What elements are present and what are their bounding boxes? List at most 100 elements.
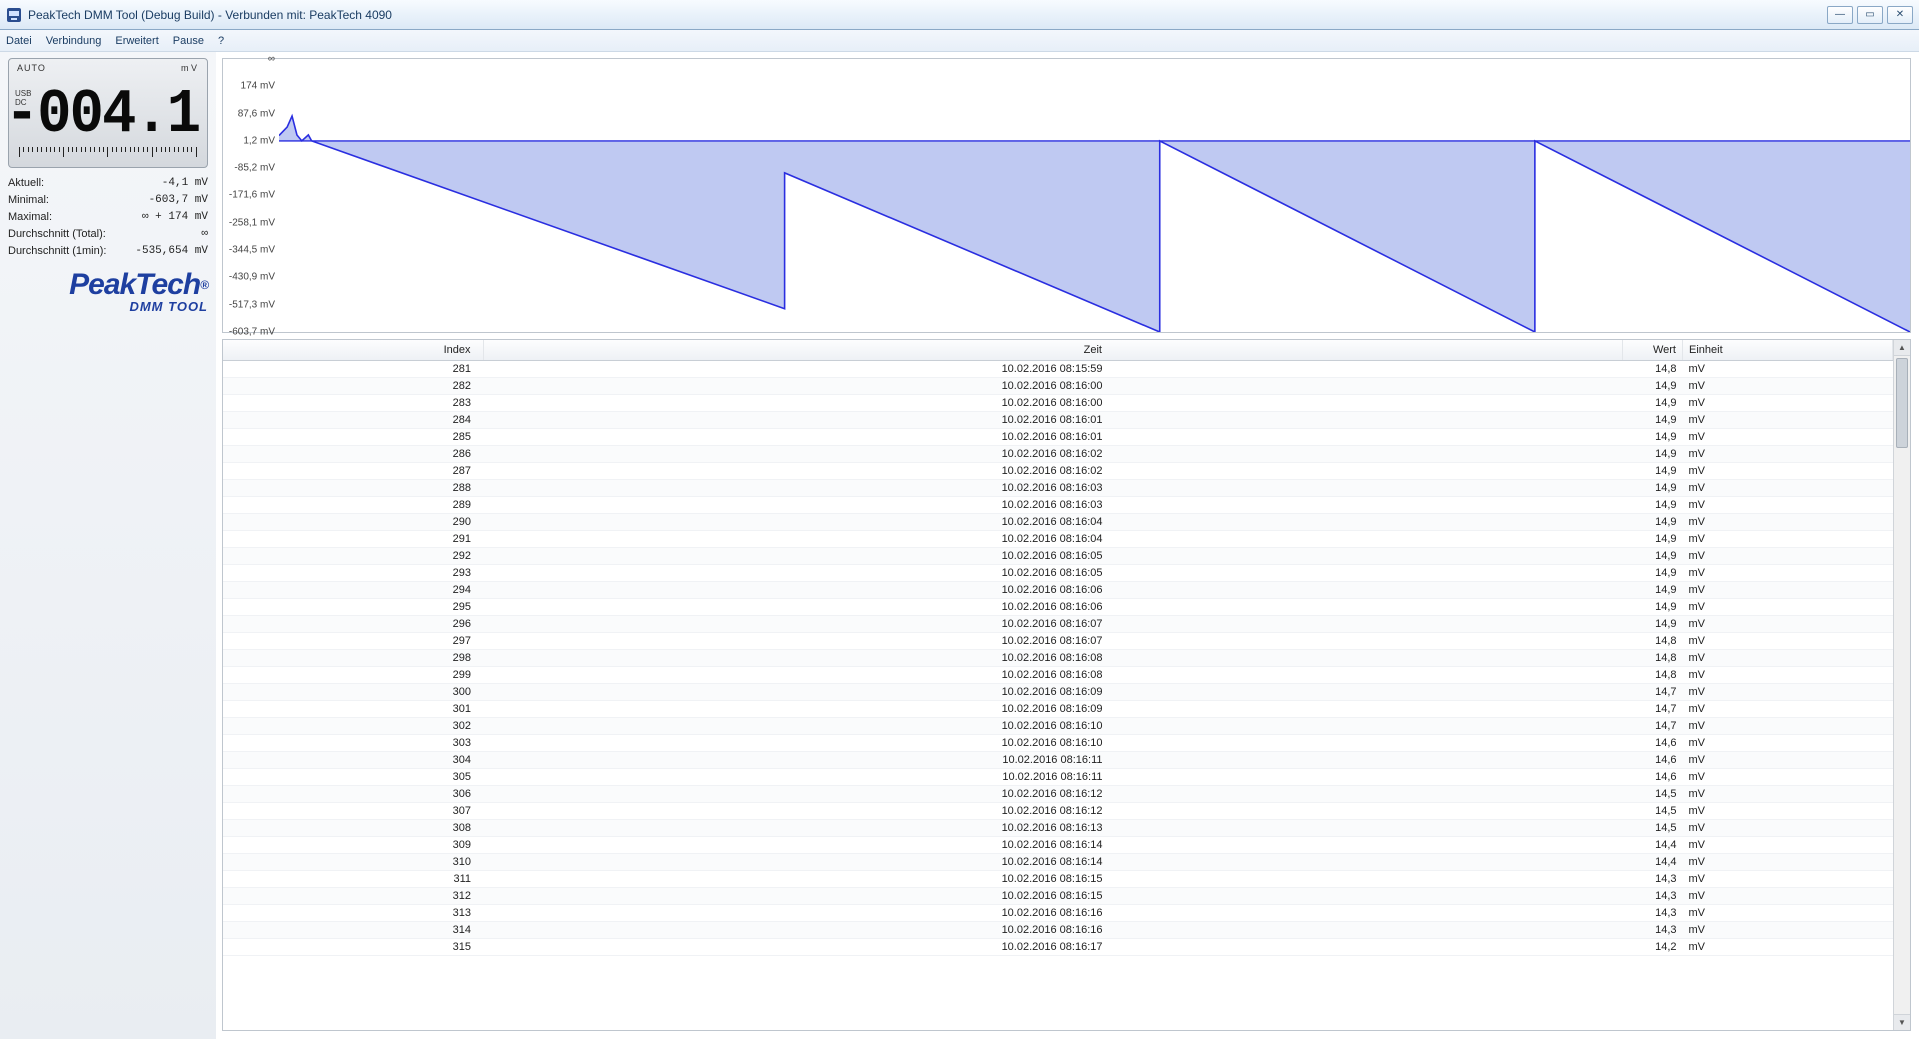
cell-zeit: 10.02.2016 08:16:07: [483, 615, 1623, 632]
table-row[interactable]: 29710.02.2016 08:16:0714,8mV: [223, 632, 1893, 649]
app-icon: [6, 7, 22, 23]
cell-wert: 14,5: [1623, 802, 1683, 819]
scroll-down-arrow[interactable]: ▼: [1894, 1014, 1910, 1030]
cell-index: 297: [223, 632, 483, 649]
cell-einheit: mV: [1683, 768, 1893, 785]
cell-index: 282: [223, 377, 483, 394]
table-row[interactable]: 28410.02.2016 08:16:0114,9mV: [223, 411, 1893, 428]
table-row[interactable]: 31410.02.2016 08:16:1614,3mV: [223, 921, 1893, 938]
table-row[interactable]: 31510.02.2016 08:16:1714,2mV: [223, 938, 1893, 955]
menu-datei[interactable]: Datei: [6, 35, 32, 47]
cell-wert: 14,9: [1623, 530, 1683, 547]
col-einheit[interactable]: Einheit: [1683, 340, 1893, 360]
cell-zeit: 10.02.2016 08:16:15: [483, 870, 1623, 887]
table-row[interactable]: 28210.02.2016 08:16:0014,9mV: [223, 377, 1893, 394]
cell-wert: 14,5: [1623, 819, 1683, 836]
table-row[interactable]: 29310.02.2016 08:16:0514,9mV: [223, 564, 1893, 581]
table-row[interactable]: 29610.02.2016 08:16:0714,9mV: [223, 615, 1893, 632]
col-wert[interactable]: Wert: [1623, 340, 1683, 360]
table-row[interactable]: 28910.02.2016 08:16:0314,9mV: [223, 496, 1893, 513]
table-row[interactable]: 29410.02.2016 08:16:0614,9mV: [223, 581, 1893, 598]
table-row[interactable]: 28710.02.2016 08:16:0214,9mV: [223, 462, 1893, 479]
table-row[interactable]: 29110.02.2016 08:16:0414,9mV: [223, 530, 1893, 547]
menu-pause[interactable]: Pause: [173, 35, 204, 47]
cell-wert: 14,9: [1623, 479, 1683, 496]
close-button[interactable]: ✕: [1887, 6, 1913, 24]
cell-wert: 14,9: [1623, 462, 1683, 479]
cell-zeit: 10.02.2016 08:16:00: [483, 394, 1623, 411]
table-row[interactable]: 31310.02.2016 08:16:1614,3mV: [223, 904, 1893, 921]
table-row[interactable]: 28310.02.2016 08:16:0014,9mV: [223, 394, 1893, 411]
table-row[interactable]: 31110.02.2016 08:16:1514,3mV: [223, 870, 1893, 887]
table-row[interactable]: 31010.02.2016 08:16:1414,4mV: [223, 853, 1893, 870]
cell-wert: 14,2: [1623, 938, 1683, 955]
table-row[interactable]: 29210.02.2016 08:16:0514,9mV: [223, 547, 1893, 564]
cell-index: 298: [223, 649, 483, 666]
vertical-scrollbar[interactable]: ▲ ▼: [1893, 340, 1910, 1030]
table-row[interactable]: 28810.02.2016 08:16:0314,9mV: [223, 479, 1893, 496]
menu-help[interactable]: ?: [218, 35, 224, 47]
minimize-button[interactable]: —: [1827, 6, 1853, 24]
lcd-unit: m V: [181, 63, 197, 73]
stat-minimal-label: Minimal:: [8, 194, 49, 206]
table-row[interactable]: 28610.02.2016 08:16:0214,9mV: [223, 445, 1893, 462]
cell-wert: 14,9: [1623, 394, 1683, 411]
stats-panel: Aktuell:-4,1 mV Minimal:-603,7 mV Maxima…: [8, 174, 208, 259]
cell-zeit: 10.02.2016 08:15:59: [483, 360, 1623, 377]
table-row[interactable]: 30110.02.2016 08:16:0914,7mV: [223, 700, 1893, 717]
menu-erweitert[interactable]: Erweitert: [115, 35, 158, 47]
chart-plot[interactable]: [279, 59, 1910, 332]
table-row[interactable]: 28110.02.2016 08:15:5914,8mV: [223, 360, 1893, 377]
table-row[interactable]: 30910.02.2016 08:16:1414,4mV: [223, 836, 1893, 853]
maximize-button[interactable]: ▭: [1857, 6, 1883, 24]
table-row[interactable]: 29510.02.2016 08:16:0614,9mV: [223, 598, 1893, 615]
table-row[interactable]: 30810.02.2016 08:16:1314,5mV: [223, 819, 1893, 836]
scroll-thumb[interactable]: [1896, 358, 1908, 448]
cell-einheit: mV: [1683, 921, 1893, 938]
table-row[interactable]: 30510.02.2016 08:16:1114,6mV: [223, 768, 1893, 785]
lcd-scale: [19, 147, 197, 161]
cell-wert: 14,9: [1623, 547, 1683, 564]
cell-wert: 14,9: [1623, 411, 1683, 428]
cell-index: 292: [223, 547, 483, 564]
cell-index: 283: [223, 394, 483, 411]
table-row[interactable]: 30310.02.2016 08:16:1014,6mV: [223, 734, 1893, 751]
cell-index: 291: [223, 530, 483, 547]
stat-aktuell-value: -4,1 mV: [162, 177, 208, 189]
lcd-display: AUTO m V USB DC -004.1: [8, 58, 208, 168]
cell-zeit: 10.02.2016 08:16:09: [483, 683, 1623, 700]
table-row[interactable]: 28510.02.2016 08:16:0114,9mV: [223, 428, 1893, 445]
cell-einheit: mV: [1683, 513, 1893, 530]
table-row[interactable]: 29010.02.2016 08:16:0414,9mV: [223, 513, 1893, 530]
col-zeit[interactable]: Zeit: [483, 340, 1623, 360]
cell-zeit: 10.02.2016 08:16:16: [483, 921, 1623, 938]
cell-zeit: 10.02.2016 08:16:04: [483, 513, 1623, 530]
scroll-up-arrow[interactable]: ▲: [1894, 340, 1910, 356]
window-title: PeakTech DMM Tool (Debug Build) - Verbun…: [28, 8, 1827, 22]
menu-bar: Datei Verbindung Erweitert Pause ?: [0, 30, 1919, 52]
cell-wert: 14,5: [1623, 785, 1683, 802]
table-row[interactable]: 30210.02.2016 08:16:1014,7mV: [223, 717, 1893, 734]
cell-einheit: mV: [1683, 666, 1893, 683]
stat-maximal-label: Maximal:: [8, 211, 52, 223]
table-row[interactable]: 29910.02.2016 08:16:0814,8mV: [223, 666, 1893, 683]
stat-durchschnitt-1min-label: Durchschnitt (1min):: [8, 245, 106, 257]
table-row[interactable]: 30410.02.2016 08:16:1114,6mV: [223, 751, 1893, 768]
cell-wert: 14,9: [1623, 581, 1683, 598]
sidebar: AUTO m V USB DC -004.1 Aktuell:-4,1 mV M…: [0, 52, 216, 1039]
cell-zeit: 10.02.2016 08:16:01: [483, 411, 1623, 428]
cell-wert: 14,8: [1623, 632, 1683, 649]
menu-verbindung[interactable]: Verbindung: [46, 35, 102, 47]
table-row[interactable]: 30010.02.2016 08:16:0914,7mV: [223, 683, 1893, 700]
table-row[interactable]: 29810.02.2016 08:16:0814,8mV: [223, 649, 1893, 666]
title-bar: PeakTech DMM Tool (Debug Build) - Verbun…: [0, 0, 1919, 30]
table-row[interactable]: 30610.02.2016 08:16:1214,5mV: [223, 785, 1893, 802]
cell-wert: 14,7: [1623, 717, 1683, 734]
cell-zeit: 10.02.2016 08:16:12: [483, 802, 1623, 819]
cell-index: 301: [223, 700, 483, 717]
table-row[interactable]: 31210.02.2016 08:16:1514,3mV: [223, 887, 1893, 904]
lcd-value: -004.1: [5, 79, 199, 150]
cell-index: 313: [223, 904, 483, 921]
col-index[interactable]: Index: [223, 340, 483, 360]
table-row[interactable]: 30710.02.2016 08:16:1214,5mV: [223, 802, 1893, 819]
